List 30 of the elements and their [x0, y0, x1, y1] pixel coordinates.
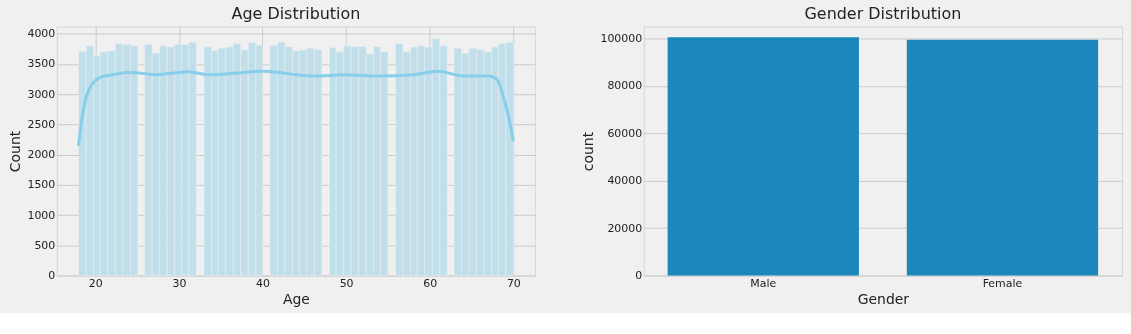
line-series	[77, 69, 515, 148]
y-tick-label: 0	[48, 269, 56, 283]
y-tick-label: 60000	[607, 126, 643, 140]
y-tick-label: 1000	[27, 208, 56, 222]
y-tick-label: 80000	[607, 79, 643, 93]
x-tick-label: Male	[750, 277, 777, 291]
y-tick-label: 500	[34, 238, 56, 252]
y-tick-label: 40000	[607, 174, 643, 188]
x-tick-label: 40	[256, 277, 270, 291]
x-tick-label: 60	[423, 277, 438, 291]
y-tick-label: 2500	[27, 117, 56, 131]
x-tick-label: Female	[982, 277, 1023, 291]
y-axis-title: count	[580, 131, 597, 172]
x-tick-label: 70	[506, 277, 521, 291]
y-tick-label: 4000	[27, 27, 56, 41]
x-tick-label: 30	[172, 277, 187, 291]
y-tick-label: 3500	[27, 57, 56, 71]
x-tick-label: 50	[339, 277, 354, 291]
y-tick-label: 1500	[27, 178, 56, 192]
y-tick-label: 2000	[27, 148, 56, 162]
y-tick-label: 3000	[27, 87, 56, 101]
y-axis-title: Count	[7, 130, 24, 173]
chart-title: Age Distribution	[231, 4, 361, 24]
x-axis-title: Gender	[857, 290, 910, 307]
y-tick-label: 0	[635, 269, 643, 283]
chart-title: Gender Distribution	[804, 4, 962, 24]
x-tick-label: 20	[88, 277, 103, 291]
y-tick-label: 20000	[607, 221, 643, 235]
y-tick-label: 100000	[600, 31, 643, 45]
x-axis-title: Age	[282, 290, 310, 307]
